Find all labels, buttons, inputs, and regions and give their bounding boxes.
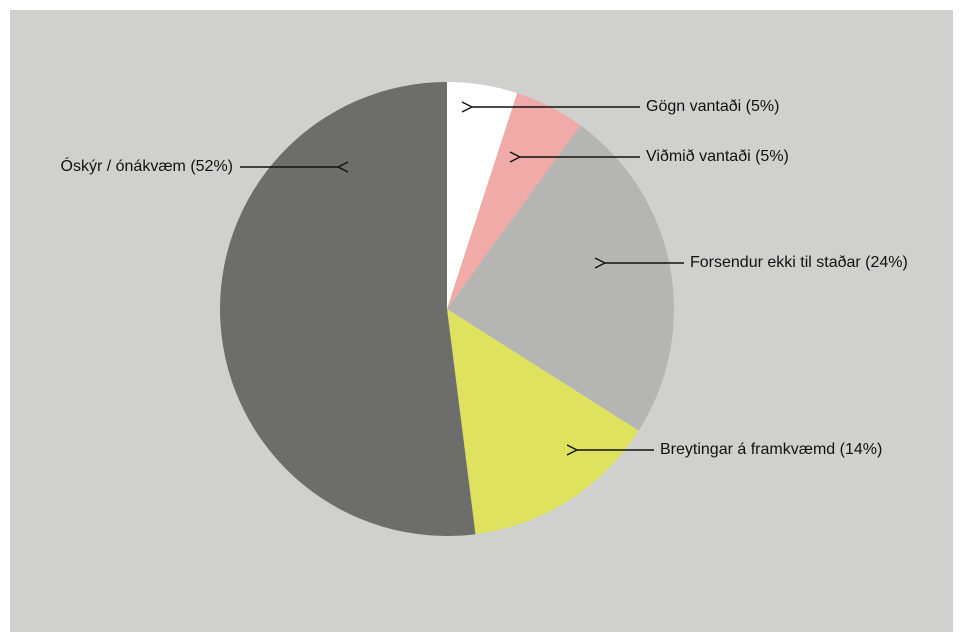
- pie-slice: [447, 309, 639, 535]
- pie-slice: [219, 82, 476, 536]
- pie-slice: [447, 93, 581, 309]
- slice-label: Óskýr / ónákvæm (52%): [61, 156, 233, 175]
- slice-label: Forsendur ekki til staðar (24%): [690, 254, 908, 271]
- slice-label: Viðmið vantaði (5%): [646, 148, 789, 165]
- slice-label: Breytingar á framkvæmd (14%): [660, 441, 882, 458]
- pie-slice: [447, 82, 518, 309]
- pie-slice: [447, 125, 674, 431]
- slice-label: Gögn vantaði (5%): [646, 98, 779, 115]
